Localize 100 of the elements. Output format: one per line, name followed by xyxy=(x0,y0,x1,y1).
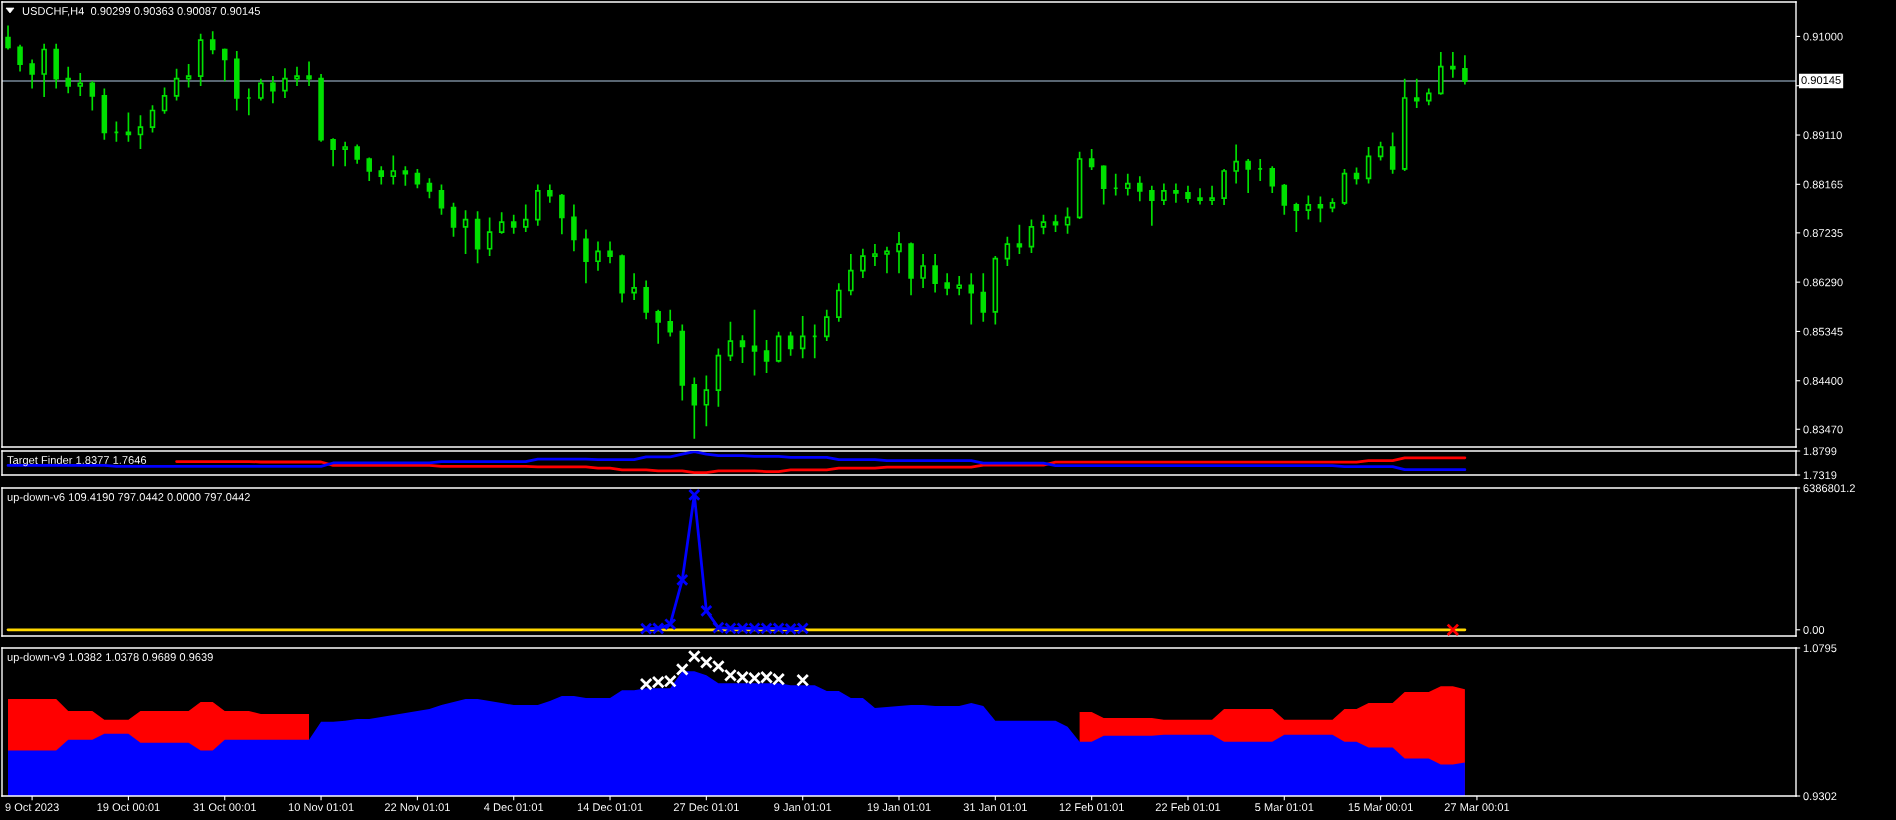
candlestick xyxy=(643,279,649,321)
candlestick xyxy=(920,253,926,289)
candlestick xyxy=(1004,235,1011,267)
candlestick xyxy=(246,87,252,117)
candlestick xyxy=(378,165,385,186)
x-tick-label: 5 Mar 01:01 xyxy=(1255,803,1314,812)
candlestick xyxy=(354,143,360,165)
candlestick xyxy=(125,111,132,143)
candlestick xyxy=(1100,164,1107,206)
candlestick xyxy=(884,245,890,275)
candlestick xyxy=(89,80,96,112)
candlestick xyxy=(1233,143,1239,185)
candlestick xyxy=(908,241,914,297)
candlestick xyxy=(607,240,613,265)
candlestick xyxy=(751,308,758,377)
candlestick xyxy=(282,67,288,99)
candlestick xyxy=(739,334,746,364)
candlestick xyxy=(547,183,553,204)
candlestick xyxy=(149,104,156,134)
y-tick-label: 1.0795 xyxy=(1803,644,1837,653)
candlestick xyxy=(53,42,59,90)
candlestick xyxy=(944,272,950,297)
y-tick-label: 0.85345 xyxy=(1803,327,1843,336)
x-tick-label: 15 Mar 00:01 xyxy=(1348,803,1413,812)
candlestick xyxy=(137,114,144,150)
candlestick xyxy=(559,193,565,235)
candlestick xyxy=(703,374,710,427)
candlestick xyxy=(1185,184,1191,204)
candlestick xyxy=(306,60,312,87)
candlestick xyxy=(510,214,517,235)
x-tick-label: 19 Jan 01:01 xyxy=(867,803,931,812)
candlestick xyxy=(860,247,866,279)
chart-title: Target Finder 1.8377 1.7646 xyxy=(7,455,147,467)
x-tick-label: 4 Dec 01:01 xyxy=(484,803,544,812)
x-tick-label: 10 Nov 01:01 xyxy=(288,803,354,812)
chart-title: up-down-v9 1.0382 1.0378 0.9689 0.9639 xyxy=(7,652,213,664)
candlestick xyxy=(318,73,324,143)
candlestick xyxy=(294,65,300,87)
candlestick xyxy=(402,165,409,187)
candlestick xyxy=(221,47,228,83)
candlestick xyxy=(1028,218,1035,254)
y-tick-label: 0.87235 xyxy=(1803,229,1843,237)
candlestick xyxy=(1389,131,1396,175)
candlestick xyxy=(1293,202,1300,233)
candlestick xyxy=(787,330,794,357)
y-tick-label: 1.8799 xyxy=(1803,447,1837,456)
candlestick xyxy=(1040,214,1047,235)
candlestick xyxy=(1052,214,1059,233)
candlestick xyxy=(1064,206,1071,235)
y-tick-label: 6386801.2 xyxy=(1803,484,1855,493)
candlestick xyxy=(101,87,108,141)
candlestick xyxy=(1377,140,1384,162)
point xyxy=(675,662,689,676)
candlestick xyxy=(1076,150,1083,220)
y-tick-label: 0.84400 xyxy=(1803,377,1843,385)
candlestick xyxy=(474,210,481,265)
candlestick xyxy=(992,255,999,326)
candlestick xyxy=(209,30,216,56)
candlestick xyxy=(1161,182,1167,206)
y-tick-label: 0.88165 xyxy=(1803,180,1843,189)
candlestick xyxy=(366,156,372,182)
candlestick xyxy=(932,253,938,294)
candlestick xyxy=(1438,51,1444,96)
candlestick xyxy=(197,32,204,87)
candlestick xyxy=(1269,165,1276,194)
y-tick-label: 0.86290 xyxy=(1803,278,1843,287)
candlestick xyxy=(655,308,661,345)
candlestick xyxy=(41,42,47,98)
candlestick xyxy=(498,211,505,235)
candlestick xyxy=(1137,175,1143,203)
x-tick-label: 27 Mar 00:01 xyxy=(1444,803,1510,812)
candlestick xyxy=(1317,195,1324,223)
candlestick xyxy=(956,275,962,297)
candlestick xyxy=(330,137,336,168)
x-tick-label: 14 Dec 01:01 xyxy=(577,803,643,812)
candlestick xyxy=(1149,184,1155,227)
candlestick xyxy=(896,231,902,275)
candlestick xyxy=(462,209,469,255)
point xyxy=(687,649,701,663)
y-tick-label: 0.89110 xyxy=(1803,131,1842,140)
candlestick xyxy=(535,183,541,227)
candlestick xyxy=(775,330,782,364)
x-tick-label: 31 Jan 01:01 xyxy=(963,803,1027,812)
candlestick xyxy=(1450,51,1456,79)
candlestick xyxy=(1173,182,1179,204)
candlestick xyxy=(234,50,240,112)
candlestick xyxy=(258,77,264,102)
point xyxy=(1446,623,1460,636)
candlestick xyxy=(342,140,348,168)
candlestick xyxy=(1401,77,1408,172)
ref-line-label: 0.90145 xyxy=(1801,76,1841,85)
candlestick xyxy=(486,216,493,257)
line-series xyxy=(175,456,1467,474)
candlestick xyxy=(450,202,457,238)
point xyxy=(676,573,689,587)
point xyxy=(688,488,701,502)
x-tick-label: 12 Feb 01:01 xyxy=(1059,802,1124,812)
candlestick xyxy=(1016,223,1023,255)
candlestick xyxy=(1341,168,1348,206)
candlestick xyxy=(1281,183,1288,216)
